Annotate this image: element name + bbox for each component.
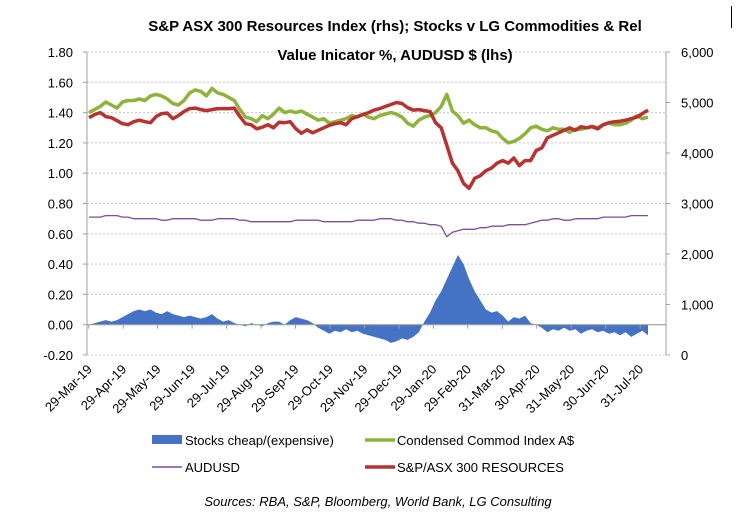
series-area-stocks-cheap-expensive	[89, 255, 648, 343]
legend-label-commod: Condensed Commod Index A$	[397, 433, 575, 448]
text-cursor	[731, 6, 732, 28]
y-left-tick-label: 1.20	[48, 136, 73, 151]
y-left-tick-label: 1.00	[48, 166, 73, 181]
y-left-tick-label: 0.60	[48, 227, 73, 242]
y-left-tick-label: 0.00	[48, 318, 73, 333]
gridlines	[87, 51, 666, 356]
y-right-tick-label: 2,000	[681, 247, 714, 262]
y-left-tick-label: 1.40	[48, 106, 73, 121]
y-right-tick-labels: 6,000 5,000 4,000 3,000 2,000 1,000 0	[681, 45, 714, 363]
y-left-tick-labels: 1.80 1.60 1.40 1.20 1.00 0.80 0.60 0.40 0.20 0.00…	[43, 45, 73, 363]
y-left-tick-label: 1.60	[48, 75, 73, 90]
legend: Stocks cheap/(expensive) Condensed Commo…	[152, 433, 575, 475]
legend-label-resources: S&P/ASX 300 RESOURCES	[397, 460, 564, 475]
legend-label-stocks: Stocks cheap/(expensive)	[185, 433, 334, 448]
series-stocks-area	[89, 255, 648, 343]
y-left-tick-label: 0.40	[48, 257, 73, 272]
series-line-condensed-commod-index-a	[88, 86, 649, 145]
y-right-tick-label: 6,000	[681, 45, 714, 60]
legend-label-audusd: AUDUSD	[185, 460, 240, 475]
y-right-tick-label: 1,000	[681, 298, 714, 313]
series-line-audusd	[89, 214, 648, 238]
x-tick-labels: 29-Mar-1929-Apr-1929-May-1929-Jun-1929-J…	[42, 362, 646, 417]
y-right-tick-label: 0	[681, 348, 688, 363]
y-right-tick-label: 3,000	[681, 197, 714, 212]
y-left-tick-label: 0.20	[48, 287, 73, 302]
legend-swatch-stocks	[152, 435, 182, 444]
series-lines	[88, 86, 649, 238]
y-left-tick-label: -0.20	[43, 348, 73, 363]
y-right-tick-label: 4,000	[681, 146, 714, 161]
chart-title-line-1: S&P ASX 300 Resources Index (rhs); Stock…	[148, 18, 641, 35]
axes	[83, 51, 670, 356]
y-right-tick-label: 5,000	[681, 96, 714, 111]
y-left-tick-label: 0.80	[48, 197, 73, 212]
y-left-tick-label: 1.80	[48, 45, 73, 60]
series-line-s-p-asx-300-resources	[88, 100, 649, 191]
chart-title-line-2: Value Inicator %, AUDUSD $ (lhs)	[277, 47, 512, 64]
chart-source: Sources: RBA, S&P, Bloomberg, World Bank…	[204, 494, 552, 509]
